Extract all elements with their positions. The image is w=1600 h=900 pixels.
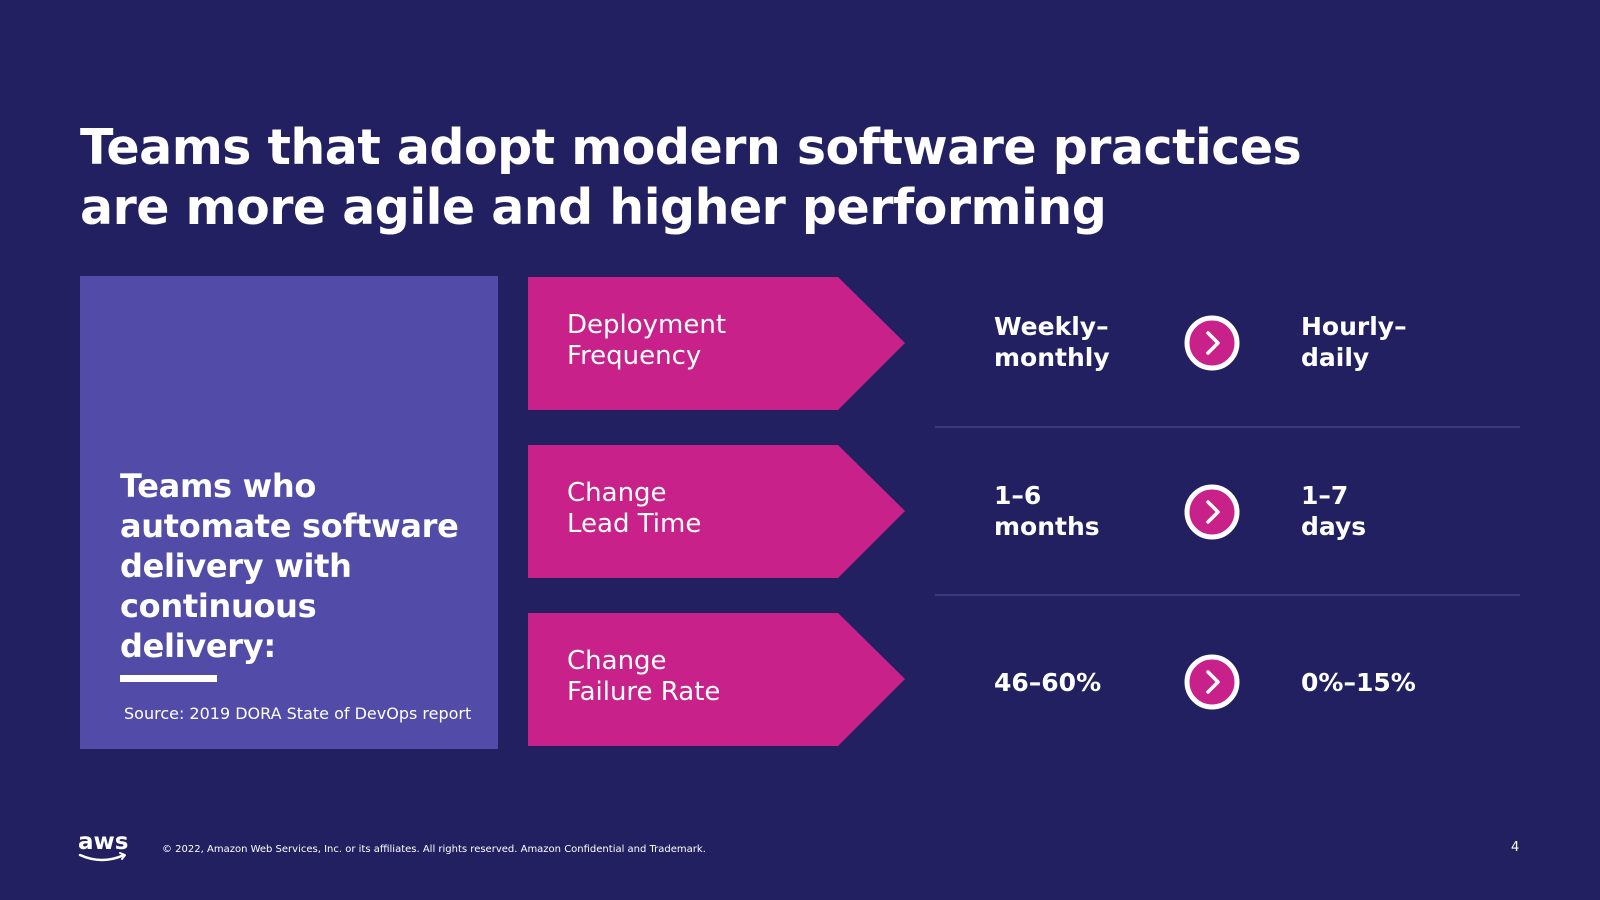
arrow-shape [528,613,905,746]
metric-from-value: 46–60% [994,667,1101,698]
metric-label-line-1: Deployment [567,310,727,340]
row-divider [935,594,1520,596]
chevron-right-icon [1184,484,1240,540]
slide-title: Teams that adopt modern software practic… [80,118,1380,238]
from-value-line-1: 1–6 [994,481,1042,510]
metric-label-line-2: Frequency [567,341,702,371]
summary-panel: Teams who automate software delivery wit… [80,276,498,749]
metric-label: Change Lead Time [567,478,701,540]
to-value-line-1: 0%–15% [1301,668,1416,697]
aws-logo-text: aws [78,829,128,855]
arrow-shape [528,277,905,410]
metric-label: Deployment Frequency [567,310,726,372]
from-value-line-1: 46–60% [994,668,1102,697]
page-number: 4 [1511,840,1520,855]
metric-to-value: Hourly– daily [1301,311,1407,373]
metric-label-line-2: Failure Rate [567,677,721,707]
from-value-line-2: months [994,512,1100,541]
metric-label-line-2: Lead Time [567,509,702,539]
metric-to-value: 0%–15% [1301,667,1416,698]
metric-arrow-change-failure-rate: Change Failure Rate [528,613,906,746]
metric-from-value: 1–6 months [994,480,1100,542]
row-divider [935,426,1520,428]
to-value-line-2: days [1301,512,1367,541]
metric-to-value: 1–7 days [1301,480,1366,542]
chevron-right-icon [1184,315,1240,371]
from-value-line-2: monthly [994,343,1110,372]
metric-arrow-change-lead-time: Change Lead Time [528,445,906,578]
metric-label-line-1: Change [567,646,667,676]
slide-title-line-1: Teams that adopt modern software practic… [80,119,1302,176]
copyright-text: © 2022, Amazon Web Services, Inc. or its… [162,844,706,855]
to-value-line-1: 1–7 [1301,481,1349,510]
from-value-line-1: Weekly– [994,312,1109,341]
metric-label-line-1: Change [567,478,667,508]
slide-title-line-2: are more agile and higher performing [80,179,1107,236]
to-value-line-2: daily [1301,343,1370,372]
summary-heading: Teams who automate software delivery wit… [120,467,459,665]
chevron-right-icon [1184,654,1240,710]
summary-divider [120,675,217,682]
arrow-shape [528,445,905,578]
metric-label: Change Failure Rate [567,646,720,708]
metric-from-value: Weekly– monthly [994,311,1110,373]
metric-arrow-deployment-frequency: Deployment Frequency [528,277,906,410]
source-note: Source: 2019 DORA State of DevOps report [124,704,472,723]
to-value-line-1: Hourly– [1301,312,1407,341]
aws-logo: aws [78,829,128,862]
